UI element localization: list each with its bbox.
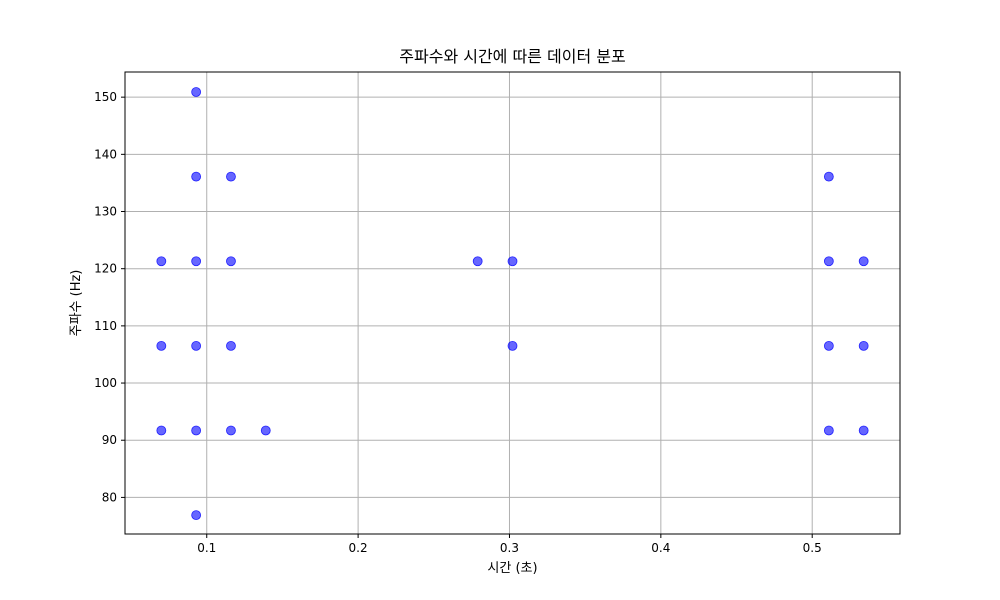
plot-area-frame xyxy=(124,71,901,535)
y-tick-label: 130 xyxy=(94,205,117,219)
data-point xyxy=(823,425,834,436)
data-point xyxy=(472,256,483,267)
data-point xyxy=(191,510,202,521)
data-point xyxy=(226,340,236,351)
grid xyxy=(125,72,900,534)
data-point xyxy=(191,171,202,182)
y-tick-label: 80 xyxy=(102,490,117,504)
data-point xyxy=(156,340,167,351)
y-tick-label: 100 xyxy=(94,376,117,390)
data-point xyxy=(226,425,236,436)
data-point xyxy=(260,425,271,436)
y-axis: 80 90 100 110 120 130 140 150 xyxy=(94,90,125,504)
data-point xyxy=(226,171,236,182)
y-tick-label: 150 xyxy=(94,90,117,104)
data-point xyxy=(507,340,518,351)
data-point xyxy=(226,256,236,267)
x-axis-label: 시간 (초) xyxy=(487,561,537,576)
x-axis: 0.1 0.2 0.3 0.4 0.5 xyxy=(197,534,822,555)
data-point xyxy=(191,87,202,97)
data-point xyxy=(823,171,834,182)
y-tick-label: 110 xyxy=(94,319,117,333)
chart-title: 주파수와 시간에 따른 데이터 분포 xyxy=(399,47,625,66)
x-tick-label: 0.5 xyxy=(803,541,822,555)
y-tick-label: 90 xyxy=(102,433,117,447)
y-tick-label: 120 xyxy=(94,262,117,276)
y-axis-label: 주파수 (Hz) xyxy=(69,270,84,337)
x-tick-label: 0.1 xyxy=(197,541,216,555)
data-point xyxy=(858,256,869,267)
data-point xyxy=(823,340,834,351)
data-point xyxy=(191,425,202,436)
x-tick-label: 0.3 xyxy=(500,541,519,555)
data-point xyxy=(191,256,202,267)
x-tick-label: 0.2 xyxy=(349,541,368,555)
data-point xyxy=(858,425,869,436)
data-point xyxy=(507,256,518,267)
x-tick-label: 0.4 xyxy=(651,541,670,555)
data-point xyxy=(191,340,202,351)
data-point xyxy=(156,256,167,267)
data-point xyxy=(858,340,869,351)
data-points xyxy=(156,87,869,521)
data-point xyxy=(156,425,167,436)
data-point xyxy=(823,256,834,267)
y-tick-label: 140 xyxy=(94,147,117,161)
